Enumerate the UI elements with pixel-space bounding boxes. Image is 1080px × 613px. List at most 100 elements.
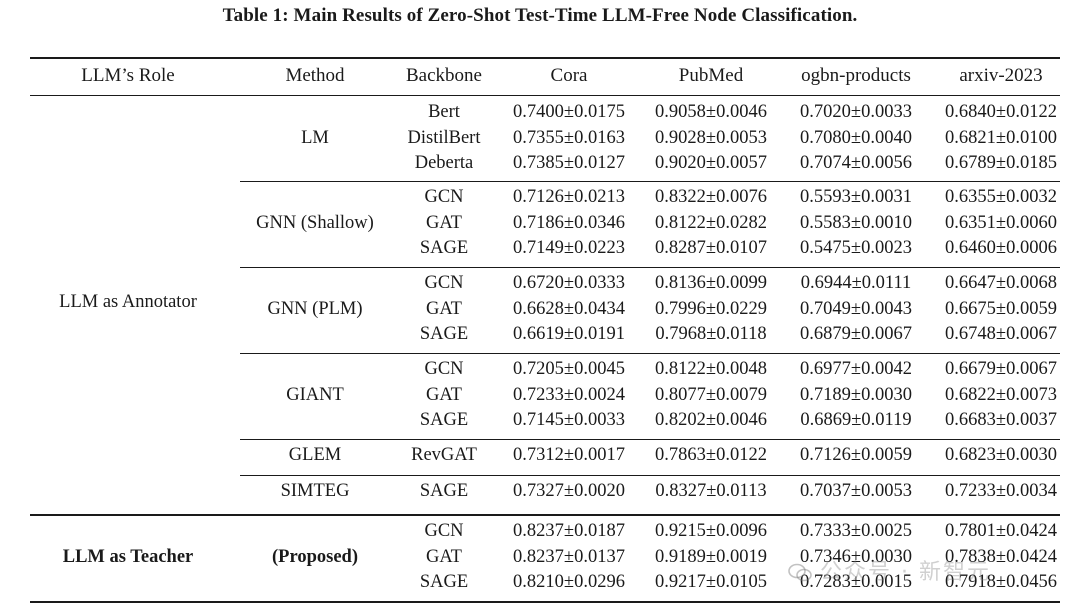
value-cell: 0.7968±0.0118	[655, 324, 767, 344]
method-cell: GIANT	[286, 384, 344, 405]
value-cell: 0.9058±0.0046	[655, 102, 767, 122]
backbone-cell: DistilBert	[407, 127, 481, 148]
wechat-icon	[788, 563, 812, 582]
backbone-cell: GCN	[424, 187, 464, 207]
value-cell: 0.8122±0.0048	[655, 359, 767, 379]
value-cell: 0.6823±0.0030	[945, 445, 1057, 465]
backbone-cell: SAGE	[419, 238, 469, 258]
value-cell: 0.6351±0.0060	[945, 212, 1057, 233]
value-cell: 0.6869±0.0119	[800, 410, 912, 430]
value-cell: 0.7233±0.0024	[513, 384, 625, 405]
value-cell: 0.9217±0.0105	[655, 572, 767, 592]
value-cell: 0.6647±0.0068	[945, 273, 1057, 293]
backbone-cell: GAT	[426, 298, 462, 319]
value-cell: 0.8122±0.0282	[655, 212, 767, 233]
value-cell: 0.7838±0.0424	[945, 546, 1057, 567]
header-backbone: Backbone	[406, 65, 482, 86]
value-cell: 0.6460±0.0006	[945, 238, 1057, 258]
value-cell: 0.7327±0.0020	[513, 481, 625, 501]
value-cell: 0.5593±0.0031	[800, 187, 912, 207]
header-cora: Cora	[550, 65, 588, 86]
header-ogbn-products: ogbn-products	[801, 65, 911, 86]
value-cell: 0.8237±0.0137	[513, 546, 625, 567]
value-cell: 0.6675±0.0059	[945, 298, 1057, 319]
value-cell: 0.8237±0.0187	[513, 521, 625, 541]
backbone-cell: Bert	[428, 102, 460, 122]
table-caption: Table 1: Main Results of Zero-Shot Test-…	[222, 5, 858, 26]
value-cell: 0.6821±0.0100	[945, 127, 1057, 148]
value-cell: 0.7801±0.0424	[945, 521, 1057, 541]
method-cell: GLEM	[288, 445, 342, 465]
watermark-text: 公众号 · 新智元	[820, 560, 991, 585]
value-cell: 0.7149±0.0223	[513, 238, 625, 258]
value-cell: 0.6977±0.0042	[800, 359, 912, 379]
value-cell: 0.8287±0.0107	[655, 238, 767, 258]
value-cell: 0.7355±0.0163	[513, 127, 625, 148]
method-cell: (Proposed)	[272, 546, 358, 567]
backbone-cell: GAT	[426, 384, 462, 405]
value-cell: 0.6748±0.0067	[945, 324, 1057, 344]
value-cell: 0.6840±0.0122	[945, 102, 1057, 122]
value-cell: 0.7126±0.0213	[513, 187, 625, 207]
value-cell: 0.6628±0.0434	[513, 298, 625, 319]
value-cell: 0.7400±0.0175	[513, 102, 625, 122]
backbone-cell: GCN	[424, 273, 464, 293]
value-cell: 0.6944±0.0111	[800, 273, 912, 293]
value-cell: 0.7186±0.0346	[513, 212, 625, 233]
value-cell: 0.6822±0.0073	[945, 384, 1057, 405]
table-rule	[240, 439, 1060, 440]
value-cell: 0.8202±0.0046	[655, 410, 767, 430]
value-cell: 0.7996±0.0229	[655, 298, 767, 319]
watermark: 公众号 · 新智元	[788, 554, 991, 586]
table-rule	[30, 601, 1060, 603]
value-cell: 0.7312±0.0017	[513, 445, 625, 465]
value-cell: 0.7283±0.0015	[800, 572, 912, 592]
table-rule	[240, 267, 1060, 268]
value-cell: 0.6879±0.0067	[800, 324, 912, 344]
value-cell: 0.7863±0.0122	[655, 445, 767, 465]
value-cell: 0.7049±0.0043	[800, 298, 912, 319]
table-rule	[240, 353, 1060, 354]
value-cell: 0.9215±0.0096	[655, 521, 767, 541]
role-cell: LLM as Annotator	[59, 291, 197, 312]
method-cell: SIMTEG	[280, 481, 350, 501]
value-cell: 0.8322±0.0076	[655, 187, 767, 207]
header-arxiv-2023: arxiv-2023	[959, 65, 1043, 86]
value-cell: 0.7205±0.0045	[513, 359, 625, 379]
table-rule	[30, 57, 1060, 59]
method-cell: LM	[301, 127, 329, 148]
backbone-cell: SAGE	[419, 481, 469, 501]
table-rule	[30, 514, 1060, 516]
backbone-cell: GCN	[424, 521, 464, 541]
value-cell: 0.9028±0.0053	[655, 127, 767, 148]
header-llm-role: LLM’s Role	[81, 65, 175, 86]
backbone-cell: RevGAT	[411, 445, 477, 465]
backbone-cell: GAT	[426, 212, 462, 233]
header-pubmed: PubMed	[678, 65, 744, 86]
value-cell: 0.7346±0.0030	[800, 546, 912, 567]
backbone-cell: SAGE	[419, 324, 469, 344]
value-cell: 0.7918±0.0456	[945, 572, 1057, 592]
value-cell: 0.8210±0.0296	[513, 572, 625, 592]
value-cell: 0.9189±0.0019	[655, 546, 767, 567]
value-cell: 0.7385±0.0127	[513, 153, 625, 173]
table-rule	[240, 181, 1060, 182]
value-cell: 0.8327±0.0113	[655, 481, 767, 501]
value-cell: 0.6683±0.0037	[945, 410, 1057, 430]
backbone-cell: SAGE	[419, 572, 469, 592]
value-cell: 0.6679±0.0067	[945, 359, 1057, 379]
value-cell: 0.6355±0.0032	[945, 187, 1057, 207]
value-cell: 0.6720±0.0333	[513, 273, 625, 293]
value-cell: 0.5583±0.0010	[800, 212, 912, 233]
backbone-cell: GAT	[426, 546, 462, 567]
value-cell: 0.5475±0.0023	[800, 238, 912, 258]
value-cell: 0.7189±0.0030	[800, 384, 912, 405]
value-cell: 0.7333±0.0025	[800, 521, 912, 541]
value-cell: 0.7233±0.0034	[945, 481, 1057, 501]
value-cell: 0.7145±0.0033	[513, 410, 625, 430]
role-cell: LLM as Teacher	[62, 546, 194, 567]
value-cell: 0.7126±0.0059	[800, 445, 912, 465]
value-cell: 0.6789±0.0185	[945, 153, 1057, 173]
method-cell: GNN (PLM)	[267, 298, 363, 319]
backbone-cell: GCN	[424, 359, 464, 379]
